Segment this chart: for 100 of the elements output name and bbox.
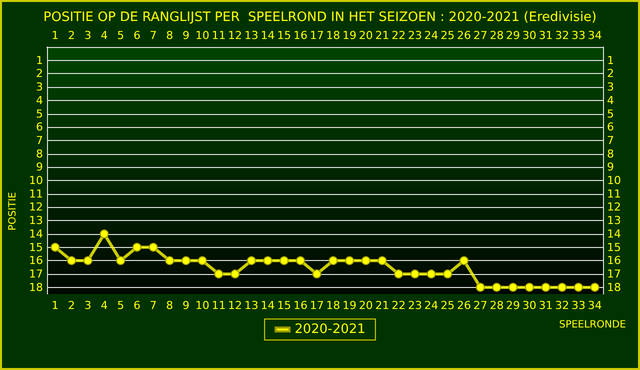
point [148,242,158,252]
point [50,242,60,252]
x-tick-label: 10 [195,299,210,312]
y2-tick-label: 17 [607,267,621,280]
x-tick-label: 32 [555,299,570,312]
x-tick-label: 9 [182,299,190,312]
x2-tick-label: 17 [310,29,324,42]
y2-tick-label: 2 [607,67,614,80]
x2-tick-label: 14 [260,29,275,42]
x-tick-label: 8 [166,299,174,312]
x-tick-label: 20 [358,299,373,312]
x2-tick-label: 12 [228,29,242,42]
point [100,229,109,238]
x2-tick-label: 30 [522,29,536,42]
x2-tick-label: 24 [424,29,438,42]
point [83,256,92,266]
y2-tick-label: 4 [607,94,614,107]
x-tick-label: 31 [538,299,553,312]
y2-tick-label: 8 [607,147,614,160]
y2-tick-label: 12 [607,200,621,214]
y2-tick-label: 10 [607,174,621,188]
x-tick-label: 16 [293,299,308,312]
x2-tick-label: 33 [571,29,586,42]
y2-tick-label: 13 [607,214,621,228]
point [508,282,518,292]
x2-tick-label: 7 [150,29,157,42]
y-tick-label: 10 [29,174,43,188]
point [410,269,420,278]
y2-tick-label: 6 [607,120,614,134]
y-axis-title: POSITIE [8,192,18,231]
point [590,282,600,292]
x2-tick-label: 20 [358,29,373,42]
y2-tick-label: 7 [607,134,614,147]
y2-tick-label: 5 [607,107,614,120]
x-tick-label: 12 [228,299,242,312]
point [476,282,485,292]
point [443,269,452,278]
x2-tick-label: 3 [84,29,92,42]
point [230,269,240,278]
x2-tick-label: 27 [473,29,488,42]
x2-tick-label: 18 [326,29,340,42]
point [165,256,174,266]
x2-tick-label: 13 [244,29,258,42]
x2-tick-label: 4 [100,29,108,42]
x-tick-label: 2 [68,299,76,312]
x2-tick-label: 15 [277,29,292,42]
x-tick-label: 17 [310,299,324,312]
x2-tick-label: 16 [293,29,308,42]
x2-tick-label: 19 [342,29,357,42]
point [198,256,207,266]
x-tick-label: 4 [100,299,108,312]
point [132,242,142,252]
y2-tick-label: 9 [607,160,614,174]
point [296,256,305,266]
y-tick-label: 13 [29,214,43,228]
legend-label: 2020-2021 [294,322,366,337]
x-tick-label: 11 [212,299,226,312]
point [361,256,370,266]
y-tick-label: 6 [36,120,43,134]
x-tick-label: 24 [424,299,438,312]
y-tick-label: 1 [36,54,43,67]
y2-tick-label: 16 [607,254,621,268]
x-tick-label: 23 [408,299,422,312]
y-tick-label: 8 [36,147,43,160]
x2-tick-label: 11 [212,29,226,42]
x-tick-label: 21 [375,299,390,312]
point [394,269,404,278]
point [263,256,272,266]
x2-tick-label: 28 [490,29,504,42]
y-tick-label: 15 [29,240,43,254]
y-tick-label: 3 [36,80,43,94]
x2-tick-label: 26 [457,29,471,42]
point [67,256,76,266]
x2-tick-label: 22 [392,29,406,42]
y-tick-label: 12 [29,200,43,214]
x-tick-label: 34 [588,299,602,312]
point [460,256,468,266]
x-tick-label: 33 [571,299,586,312]
x-tick-label: 15 [277,299,292,312]
x-tick-label: 7 [150,299,157,312]
y-tick-label: 2 [36,67,43,80]
x-tick-label: 27 [473,299,488,312]
x2-tick-label: 29 [506,29,520,42]
x-tick-label: 14 [260,299,275,312]
x2-tick-label: 6 [133,29,140,42]
y-tick-label: 14 [29,227,43,240]
point [378,256,387,266]
x2-tick-label: 34 [588,29,602,42]
x-tick-label: 6 [133,299,140,312]
y-tick-label: 9 [36,160,43,174]
x2-tick-label: 23 [408,29,422,42]
y2-tick-label: 15 [607,240,621,254]
x-tick-label: 30 [522,299,536,312]
x-tick-label: 3 [84,299,92,312]
x2-tick-label: 10 [195,29,210,42]
point [541,282,550,292]
y-tick-label: 4 [36,94,43,107]
chart-title: POSITIE OP DE RANGLIJST PER SPEELROND IN HET SEIZOEN : 2020-2021 (Eredivisie) [43,10,597,25]
x-tick-label: 29 [506,299,520,312]
point [214,269,224,278]
